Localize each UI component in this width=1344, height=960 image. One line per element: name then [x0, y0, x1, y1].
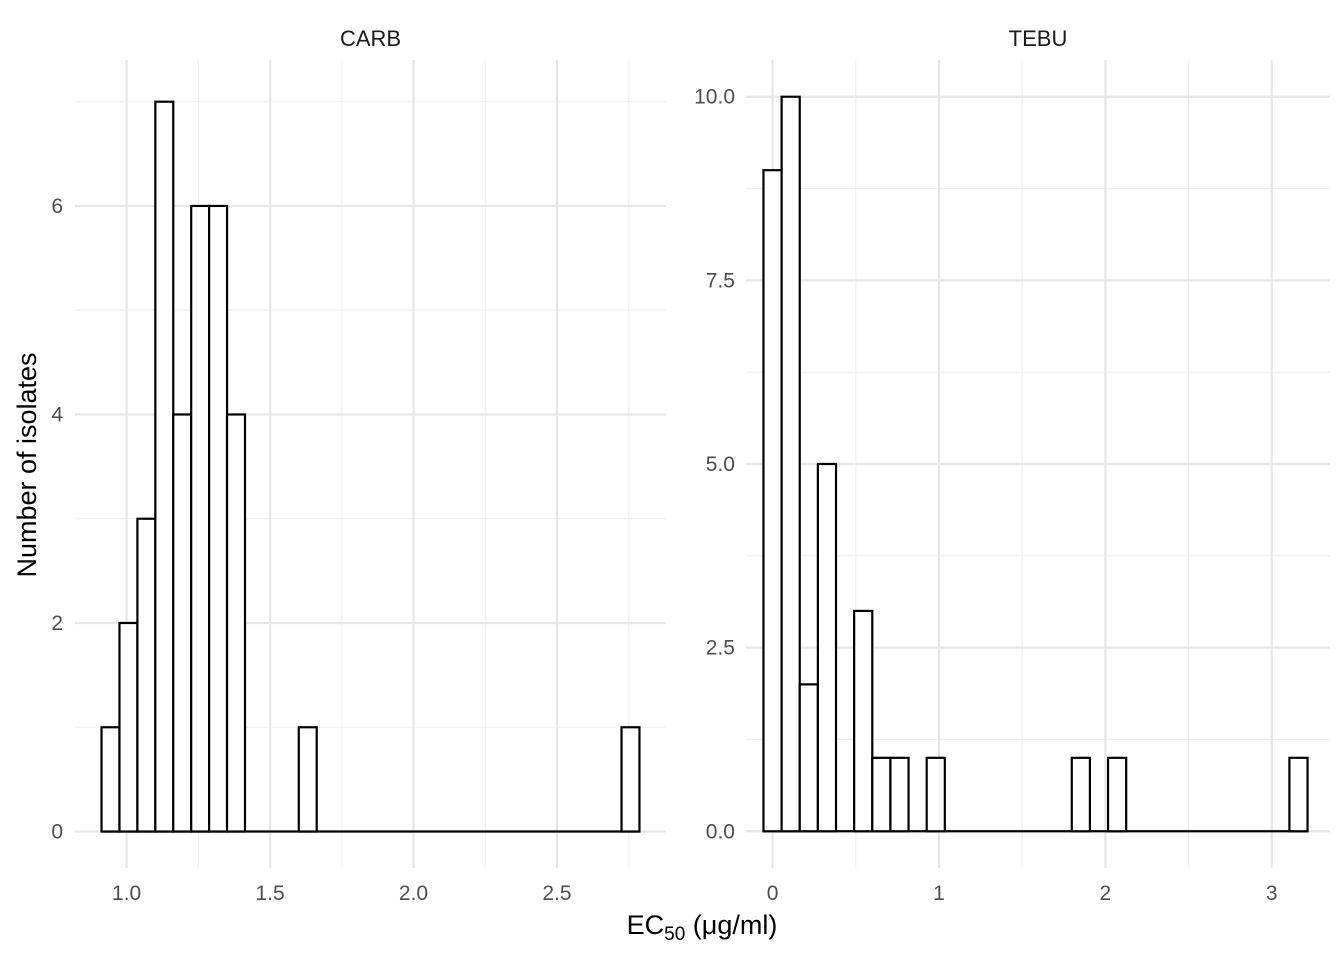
carb-histogram-bar — [225, 413, 247, 833]
tebu-y-tick-label: 7.5 — [706, 269, 735, 292]
carb-histogram-bar — [136, 517, 157, 833]
carb-histogram-bar — [297, 726, 318, 833]
carb-x-tick-label: 2.5 — [542, 882, 571, 905]
tebu-x-tick-label: 0 — [767, 882, 779, 905]
x-axis-title-unit: (μg/ml) — [685, 910, 777, 940]
carb-x-tick-label: 1.5 — [255, 882, 284, 905]
y-axis-title: Number of isolates — [12, 352, 42, 577]
tebu-histogram-bar — [871, 756, 892, 833]
panel-tebu: 0 1 2 3 0.0 2.5 5.0 7.5 10.0 TEBU — [694, 26, 1330, 905]
carb-histogram-bar — [190, 204, 211, 833]
tebu-histogram-bar — [853, 609, 874, 833]
tebu-histogram-bar — [780, 95, 801, 833]
carb-histogram-bar — [100, 726, 121, 833]
carb-y-tick-label: 0 — [51, 821, 63, 844]
tebu-histogram-bar — [1288, 756, 1309, 833]
carb-facet-label: CARB — [340, 26, 401, 51]
carb-histogram-bar — [154, 100, 175, 833]
tebu-facet-label: TEBU — [1009, 26, 1068, 51]
tebu-x-tick-label: 2 — [1100, 882, 1112, 905]
tebu-y-tick-label: 10.0 — [694, 86, 735, 109]
tebu-y-tick-label: 0.0 — [706, 820, 735, 843]
tebu-histogram-bar — [1106, 756, 1128, 833]
carb-histogram-bar — [208, 204, 229, 833]
panel-carb: 1.0 1.5 2.0 2.5 0 2 4 6 CARB — [51, 26, 666, 905]
carb-y-tick-label: 4 — [51, 403, 63, 426]
carb-y-tick-label: 6 — [51, 195, 63, 218]
tebu-x-tick-label: 3 — [1266, 882, 1278, 905]
carb-histogram-bar — [118, 621, 139, 833]
tebu-x-tick-label: 1 — [933, 882, 945, 905]
x-axis-title-subscript: 50 — [664, 924, 685, 945]
carb-histogram-bar — [620, 726, 641, 833]
x-axis-title-main: EC — [627, 910, 665, 940]
carb-y-tick-label: 2 — [51, 612, 63, 635]
carb-histogram-bar — [172, 413, 193, 833]
tebu-y-tick-label: 5.0 — [706, 453, 735, 476]
tebu-histogram-bar — [889, 756, 910, 833]
tebu-histogram-bar — [1070, 756, 1092, 833]
tebu-histogram-bar — [798, 683, 819, 833]
tebu-y-tick-label: 2.5 — [706, 637, 735, 660]
tebu-histogram-bar — [925, 756, 946, 833]
tebu-histogram-bar — [762, 169, 783, 833]
carb-x-tick-label: 2.0 — [399, 882, 428, 905]
carb-x-tick-label: 1.0 — [112, 882, 141, 905]
x-axis-title: EC50 (μg/ml) — [627, 910, 778, 945]
tebu-histogram-bar — [816, 462, 838, 833]
